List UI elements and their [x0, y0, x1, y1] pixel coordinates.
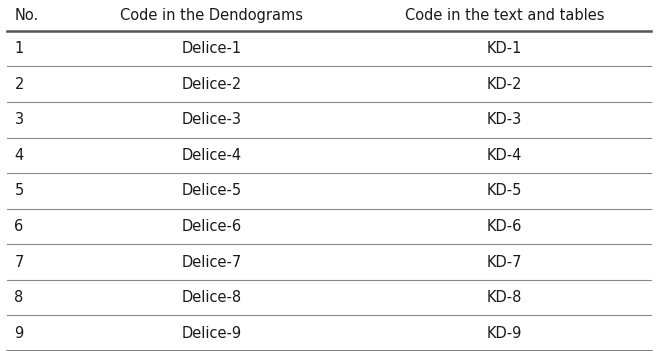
Text: No.: No.	[14, 8, 39, 23]
Text: KD-4: KD-4	[487, 148, 522, 163]
Text: 9: 9	[14, 326, 24, 341]
Text: Code in the text and tables: Code in the text and tables	[405, 8, 605, 23]
Text: KD-2: KD-2	[487, 77, 522, 92]
Text: 3: 3	[14, 112, 24, 127]
Text: Delice-3: Delice-3	[182, 112, 241, 127]
Text: 4: 4	[14, 148, 24, 163]
Text: KD-3: KD-3	[487, 112, 522, 127]
Text: KD-1: KD-1	[487, 41, 522, 56]
Text: 7: 7	[14, 254, 24, 270]
Text: Code in the Dendograms: Code in the Dendograms	[120, 8, 303, 23]
Text: Delice-8: Delice-8	[181, 290, 241, 305]
Text: Delice-1: Delice-1	[181, 41, 241, 56]
Text: KD-5: KD-5	[487, 184, 522, 198]
Text: Delice-7: Delice-7	[181, 254, 241, 270]
Text: 2: 2	[14, 77, 24, 92]
Text: 6: 6	[14, 219, 24, 234]
Text: KD-9: KD-9	[487, 326, 522, 341]
Text: KD-8: KD-8	[487, 290, 522, 305]
Text: KD-6: KD-6	[487, 219, 522, 234]
Text: Delice-4: Delice-4	[181, 148, 241, 163]
Text: 8: 8	[14, 290, 24, 305]
Text: 5: 5	[14, 184, 24, 198]
Text: Delice-2: Delice-2	[181, 77, 241, 92]
Text: Delice-6: Delice-6	[181, 219, 241, 234]
Text: 1: 1	[14, 41, 24, 56]
Text: KD-7: KD-7	[487, 254, 522, 270]
Text: Delice-9: Delice-9	[181, 326, 241, 341]
Text: Delice-5: Delice-5	[181, 184, 241, 198]
